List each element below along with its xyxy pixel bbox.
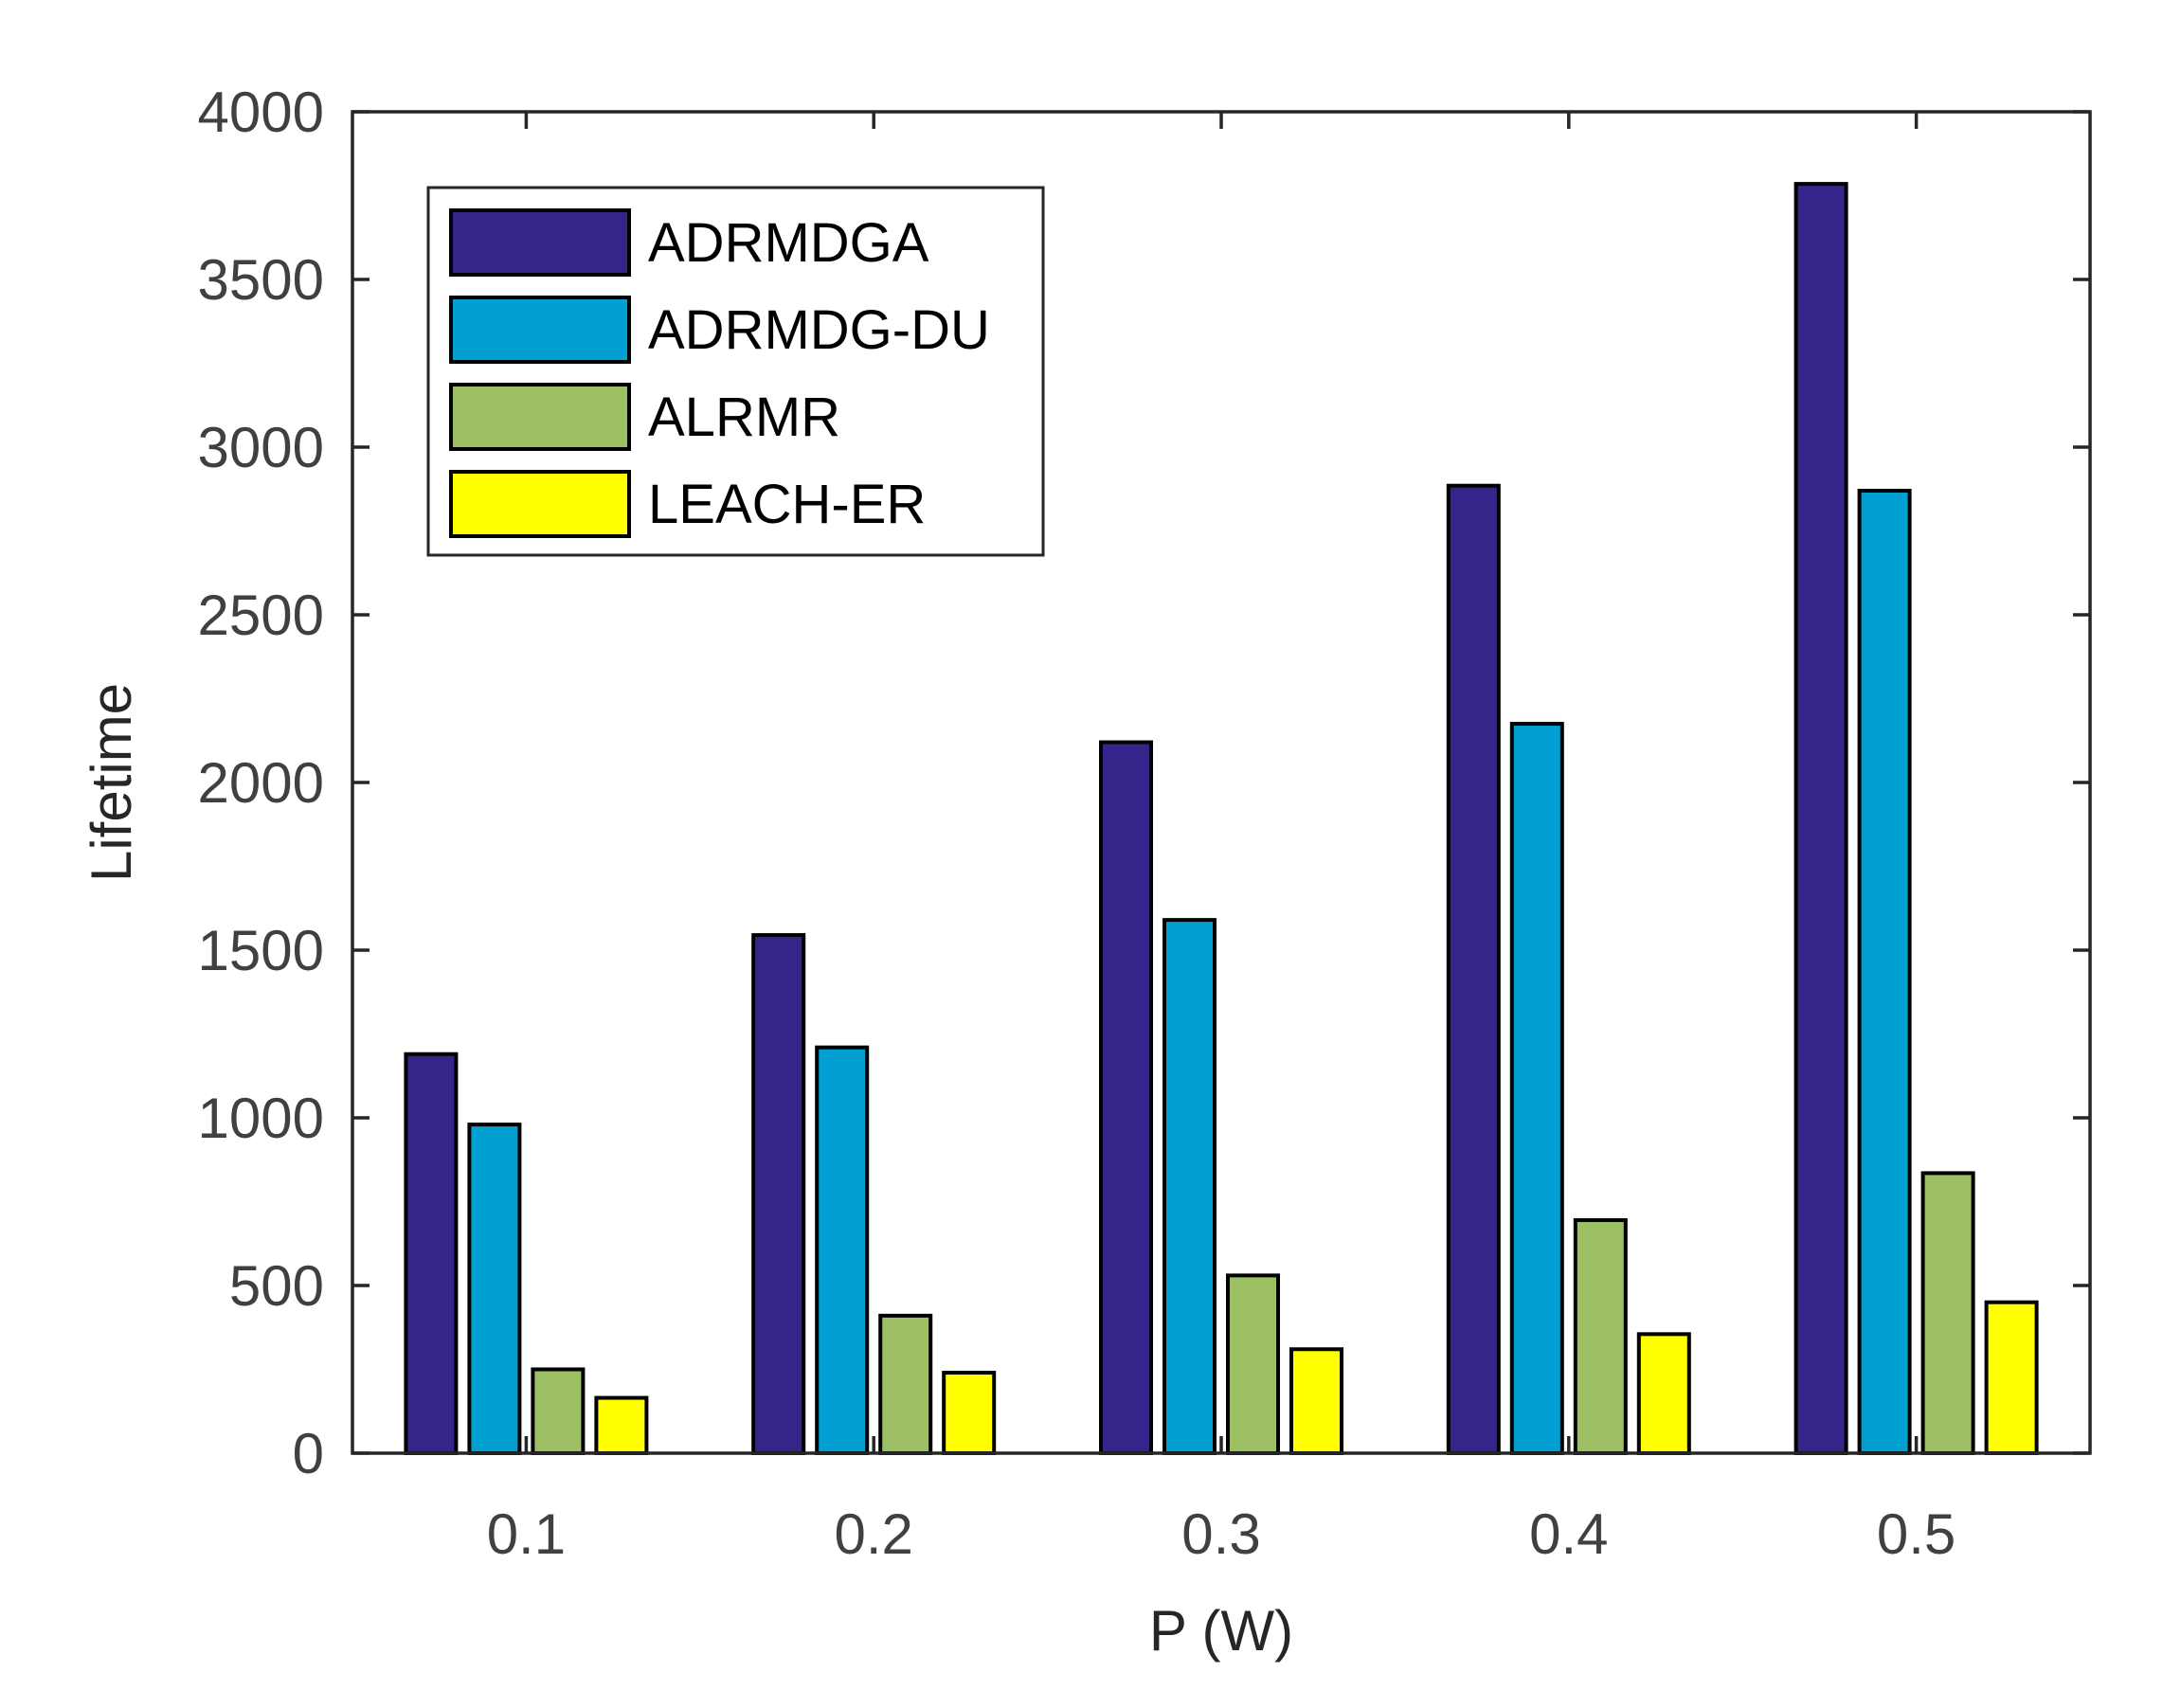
x-tick-label: 0.4 xyxy=(1529,1502,1608,1566)
bar-adrmdg-du-0.3 xyxy=(1163,918,1217,1455)
plot-frame xyxy=(351,110,2092,1455)
bar-adrmdg-du-0.1 xyxy=(467,1123,522,1455)
ticks-layer: 0.1 0.2 0.3 0.4 0.5 0 500 1000 1500 2000 2500 3000 3… xyxy=(198,81,2090,1566)
bar-adrmdg-du-0.4 xyxy=(1509,722,1564,1455)
x-axis-title: P (W) xyxy=(1149,1599,1293,1663)
bar-adrmdga-0.3 xyxy=(1099,740,1153,1455)
y-tick-label: 1000 xyxy=(198,1087,324,1150)
y-tick-label: 500 xyxy=(229,1254,324,1318)
legend-label-adrmdga: ADRMDGA xyxy=(648,212,929,274)
bar-adrmdga-0.2 xyxy=(751,933,806,1455)
bar-alrmr-0.1 xyxy=(531,1367,586,1455)
legend-label-leach-er: LEACH-ER xyxy=(648,474,926,535)
bar-adrmdga-0.1 xyxy=(404,1052,459,1455)
bar-adrmdg-du-0.2 xyxy=(815,1045,870,1456)
y-tick-label: 1500 xyxy=(198,919,324,982)
x-tick-label: 0.1 xyxy=(487,1502,566,1566)
legend-swatch-adrmdga xyxy=(449,208,631,277)
y-tick-label: 3000 xyxy=(198,416,324,479)
legend-swatch-adrmdg-du xyxy=(449,296,631,364)
x-tick-label: 0.2 xyxy=(834,1502,912,1566)
bar-leach-er-0.1 xyxy=(594,1395,649,1455)
x-tick-label: 0.3 xyxy=(1181,1502,1260,1566)
y-tick-label: 3500 xyxy=(198,248,324,312)
y-tick-label: 2500 xyxy=(198,584,324,647)
y-axis-title: Lifetime xyxy=(80,683,143,882)
legend-label-alrmr: ALRMR xyxy=(648,387,840,448)
bar-alrmr-0.5 xyxy=(1920,1171,1975,1456)
legend-swatch-alrmr xyxy=(449,383,631,451)
bar-adrmdga-0.4 xyxy=(1446,483,1501,1455)
bar-leach-er-0.4 xyxy=(1636,1332,1691,1455)
bar-alrmr-0.2 xyxy=(878,1313,933,1455)
bar-leach-er-0.3 xyxy=(1289,1347,1343,1456)
bar-adrmdg-du-0.5 xyxy=(1857,489,1912,1455)
bar-alrmr-0.3 xyxy=(1226,1273,1280,1455)
bar-leach-er-0.5 xyxy=(1984,1300,2039,1455)
bars-layer xyxy=(404,182,2039,1456)
legend-label-adrmdg-du: ADRMDG-DU xyxy=(648,299,990,361)
x-tick-label: 0.5 xyxy=(1877,1502,1956,1566)
bar-adrmdga-0.5 xyxy=(1793,182,1848,1456)
y-tick-label: 0 xyxy=(293,1422,324,1485)
legend-swatch-leach-er xyxy=(449,470,631,538)
bar-alrmr-0.4 xyxy=(1573,1217,1628,1455)
y-tick-label: 4000 xyxy=(198,81,324,144)
legend: ADRMDGA ADRMDG-DU ALRMR LEACH-ER xyxy=(426,186,1045,557)
bar-leach-er-0.2 xyxy=(942,1371,997,1456)
y-tick-label: 2000 xyxy=(198,751,324,815)
